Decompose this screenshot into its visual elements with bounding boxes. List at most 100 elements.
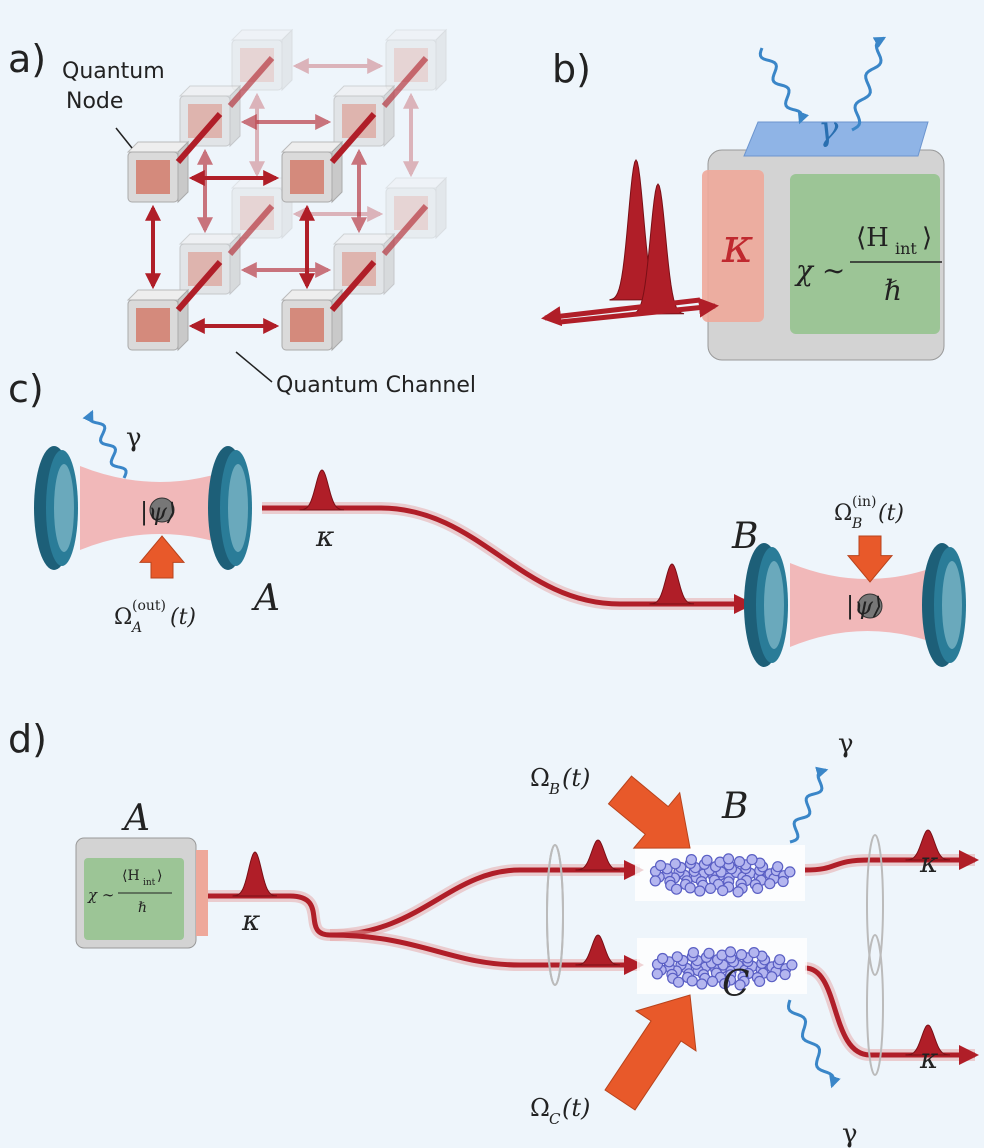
- node-label: Node: [66, 89, 123, 114]
- cube-inner: [136, 160, 170, 194]
- pulse: [905, 1024, 951, 1056]
- atom: [701, 854, 713, 866]
- pulse: [575, 839, 621, 871]
- photon: [82, 409, 128, 479]
- quantum-node: [230, 28, 294, 92]
- atom: [686, 975, 698, 987]
- formula-subscript: int: [895, 239, 917, 258]
- loss-rate: γ: [842, 1119, 858, 1148]
- qubit: [149, 497, 175, 523]
- atom: [669, 858, 681, 870]
- fiber: [804, 965, 979, 1065]
- fiber: [262, 505, 754, 614]
- mirror-face: [228, 464, 248, 552]
- loss-rate: γ: [126, 423, 142, 453]
- node-label: B: [721, 786, 748, 827]
- node-label: C: [722, 964, 750, 1005]
- depth-channel: [175, 260, 223, 312]
- photon: [789, 766, 829, 844]
- cube-side: [281, 28, 293, 92]
- drive-argument: (t): [170, 605, 196, 630]
- formula-denominator: ℏ: [884, 274, 902, 307]
- cube-top: [230, 29, 294, 41]
- quantum-node: [332, 232, 396, 296]
- depth-channel: [175, 112, 223, 164]
- drive-symbol: Ω: [530, 764, 550, 792]
- photon: [851, 36, 887, 132]
- drive-subscript: B: [851, 516, 862, 532]
- atom: [751, 882, 764, 895]
- node-label: B: [731, 516, 758, 557]
- panel-label: a): [8, 37, 46, 81]
- pulse: [649, 563, 695, 605]
- entanglement-loop: [546, 844, 564, 986]
- cube-face: [231, 187, 283, 239]
- atom: [670, 883, 683, 895]
- atom: [671, 951, 683, 963]
- formula-numerator: ⟨H: [122, 868, 140, 884]
- drive-subscript: A: [130, 620, 142, 636]
- pulse: [905, 829, 951, 861]
- atom: [748, 946, 760, 959]
- drive-subscript: C: [549, 1110, 561, 1128]
- depth-channel: [381, 56, 429, 108]
- coupling-port: [196, 850, 208, 936]
- pulse: [232, 851, 278, 897]
- photon: [758, 47, 810, 125]
- cube-inner: [290, 308, 324, 342]
- node-label: A: [251, 578, 280, 619]
- quantum-node: [178, 232, 242, 296]
- atom: [696, 978, 708, 990]
- cube-face: [231, 39, 283, 91]
- cube-face: [385, 39, 437, 91]
- atom: [649, 875, 661, 887]
- node-face: [790, 174, 940, 334]
- drive-subscript: B: [548, 780, 560, 798]
- atom: [786, 959, 798, 971]
- formula-numerator: ⟨H: [856, 223, 889, 253]
- pulse-arrow: [559, 297, 719, 325]
- loss-rate: γ: [818, 109, 839, 149]
- drive-argument: (t): [562, 1094, 590, 1122]
- atom: [753, 975, 766, 988]
- coupling-port: [702, 170, 764, 322]
- leader: [115, 127, 133, 149]
- cube-side: [435, 176, 447, 240]
- drive-superscript: (out): [132, 598, 166, 614]
- state: |ψ⟩: [846, 592, 882, 621]
- drive-symbol: Ω: [530, 1094, 550, 1122]
- pulse: [575, 934, 621, 966]
- quantum-node: [280, 288, 344, 352]
- atom: [772, 861, 784, 873]
- mirror-face: [942, 561, 962, 649]
- atom: [734, 979, 746, 991]
- cube-face: [385, 187, 437, 239]
- atom: [733, 855, 746, 868]
- cube-top: [384, 29, 448, 41]
- atom: [784, 866, 796, 878]
- node-label: Quantum: [62, 59, 165, 84]
- panel-label: c): [8, 367, 44, 411]
- depth-channel: [381, 204, 429, 256]
- atom: [779, 968, 791, 981]
- drive-arrow: [138, 535, 186, 579]
- atom: [654, 859, 667, 872]
- panel-label: b): [552, 47, 591, 91]
- node-face: [84, 858, 184, 940]
- coupling: κ: [241, 904, 260, 937]
- atom: [672, 976, 685, 988]
- drive-arrow: [607, 775, 691, 849]
- fiber: [329, 932, 644, 975]
- coupling: κ: [919, 846, 938, 879]
- quantum-node: [280, 140, 344, 204]
- atom: [735, 948, 748, 961]
- mirror-face: [54, 464, 74, 552]
- atom: [706, 975, 719, 988]
- leader: [235, 351, 273, 383]
- quantum-node: [332, 84, 396, 148]
- loss-rate: γ: [838, 729, 854, 759]
- cube-inner: [136, 308, 170, 342]
- atom: [777, 875, 789, 888]
- atom: [774, 954, 786, 966]
